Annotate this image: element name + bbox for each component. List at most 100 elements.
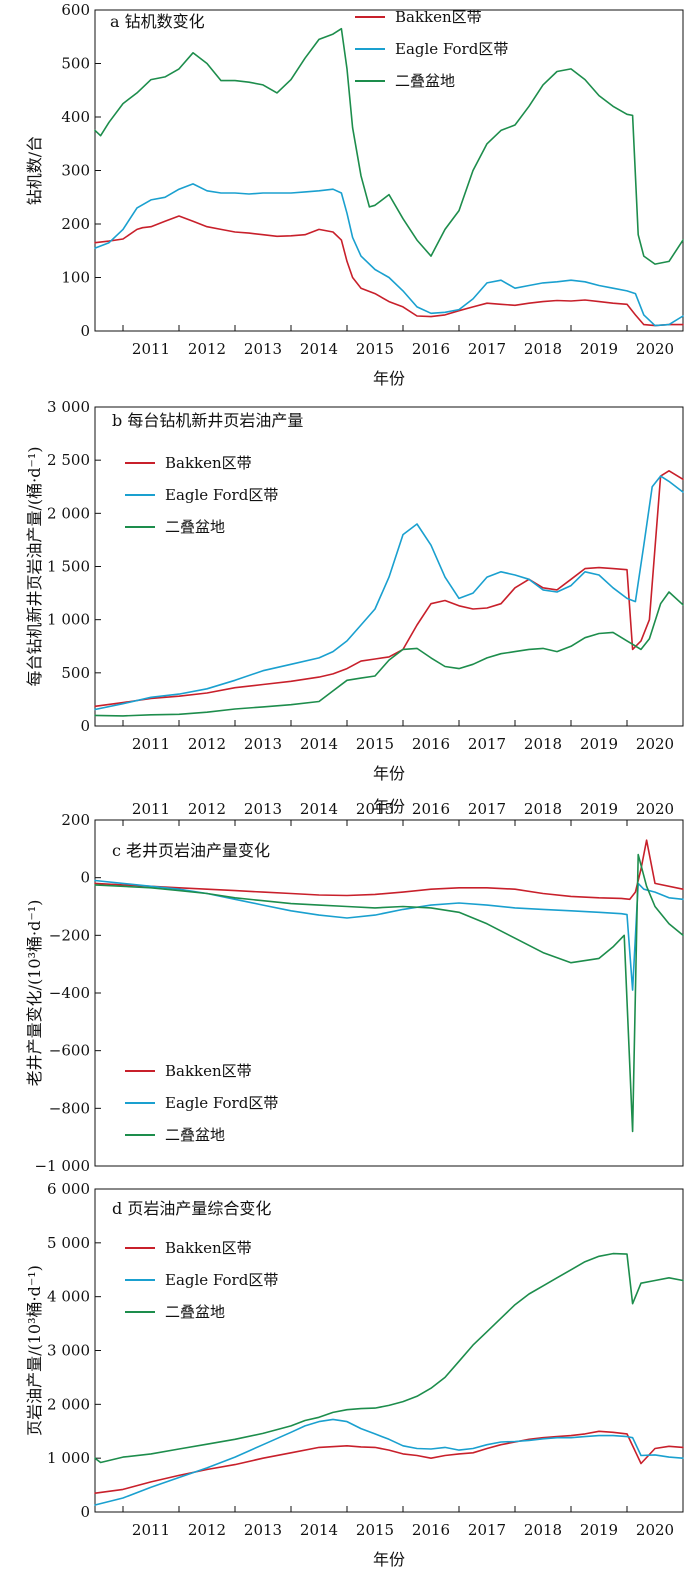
x-tick-label: 2012 [188, 735, 226, 753]
y-tick-label: 0 [80, 869, 90, 887]
x-tick-label: 2020 [636, 340, 674, 358]
panel-c: −1 000 −800 −600 −400 −200 0 200 2011 2012 2013 20… [25, 797, 684, 1175]
y-tick-label: 500 [61, 664, 90, 682]
series-line-eagle-ford [94, 1418, 684, 1506]
x-tick-label: 2019 [580, 340, 618, 358]
x-axis-title: 年份 [373, 797, 405, 816]
y-tick-label: 0 [80, 717, 90, 735]
legend-label-bakken: Bakken区带 [165, 454, 252, 472]
x-axis-title: 年份 [373, 764, 405, 783]
x-tick-label: 2013 [244, 735, 282, 753]
y-tick-label: −1 000 [34, 1157, 90, 1175]
plot-frame [94, 9, 684, 332]
y-tick-label: −800 [49, 1099, 90, 1117]
legend-label-eagle-ford: Eagle Ford区带 [165, 1271, 278, 1289]
panel-title: c 老井页岩油产量变化 [112, 841, 270, 860]
y-tick-label: 1 000 [47, 611, 90, 629]
panel-a: 0 100 200 300 400 500 600 2011 2012 2013 2014 2015 2… [25, 1, 684, 388]
x-tick-label: 2018 [524, 735, 562, 753]
y-tick-label: 200 [61, 215, 90, 233]
x-tick-label: 2019 [580, 1521, 618, 1539]
series-line-bakken [94, 469, 684, 708]
x-tick-label: 2014 [300, 340, 338, 358]
series-line-bakken [94, 839, 684, 901]
y-axis-title: 每台钻机新井页岩油产量/(桶·d⁻¹) [25, 446, 44, 686]
x-tick-label: 2016 [412, 735, 450, 753]
plot-frame [94, 819, 684, 1167]
x-tick-label: 2016 [412, 1521, 450, 1539]
series-line-bakken [94, 215, 684, 327]
legend-label-bakken: Bakken区带 [165, 1062, 252, 1080]
x-tick-label: 2017 [468, 800, 506, 818]
y-tick-label: 100 [61, 269, 90, 287]
x-tick-label: 2013 [244, 800, 282, 818]
x-tick-label: 2013 [244, 340, 282, 358]
series-line-permian [94, 591, 684, 717]
x-tick-label: 2014 [300, 1521, 338, 1539]
legend-label-permian: 二叠盆地 [395, 72, 455, 90]
x-tick-label: 2015 [356, 340, 394, 358]
y-tick-label: 3 000 [47, 398, 90, 416]
x-tick-label: 2017 [468, 735, 506, 753]
legend-label-bakken: Bakken区带 [395, 8, 482, 26]
y-tick-label: −400 [49, 984, 90, 1002]
series-line-permian [94, 1252, 684, 1464]
y-tick-label: 300 [61, 162, 90, 180]
panel-title: d 页岩油产量综合变化 [112, 1199, 271, 1218]
x-tick-label: 2020 [636, 735, 674, 753]
series-line-eagle-ford [94, 183, 684, 327]
y-tick-label: 400 [61, 108, 90, 126]
series-line-bakken [94, 1430, 684, 1494]
legend-label-eagle-ford: Eagle Ford区带 [165, 1094, 278, 1112]
legend-label-eagle-ford: Eagle Ford区带 [165, 486, 278, 504]
plot-frame [94, 1188, 684, 1513]
y-axis-title: 钻机数/台 [25, 136, 44, 205]
y-tick-label: 2 000 [47, 1395, 90, 1413]
panel-title: a 钻机数变化 [110, 12, 205, 31]
y-tick-label: 500 [61, 55, 90, 73]
x-tick-label: 2014 [300, 800, 338, 818]
y-tick-label: −600 [49, 1042, 90, 1060]
y-tick-label: 5 000 [47, 1234, 90, 1252]
y-tick-label: 1 000 [47, 1449, 90, 1467]
x-tick-label: 2020 [636, 1521, 674, 1539]
x-axis-title: 年份 [373, 1550, 405, 1569]
x-tick-label: 2011 [132, 340, 170, 358]
panel-d: 0 1 000 2 000 3 000 4 000 5 000 6 000 2011 2012 2… [25, 1180, 684, 1569]
x-tick-label: 2011 [132, 800, 170, 818]
x-tick-label: 2019 [580, 800, 618, 818]
y-tick-label: 4 000 [47, 1288, 90, 1306]
x-tick-label: 2011 [132, 1521, 170, 1539]
x-tick-label: 2018 [524, 340, 562, 358]
y-tick-label: 6 000 [47, 1180, 90, 1198]
x-tick-label: 2014 [300, 735, 338, 753]
y-tick-label: 600 [61, 1, 90, 19]
x-tick-label: 2020 [636, 800, 674, 818]
legend-label-permian: 二叠盆地 [165, 1303, 225, 1321]
y-tick-label: 2 000 [47, 504, 90, 522]
x-tick-label: 2018 [524, 800, 562, 818]
y-tick-label: 1 500 [47, 558, 90, 576]
legend-label-permian: 二叠盆地 [165, 518, 225, 536]
panel-title: b 每台钻机新井页岩油产量 [112, 411, 303, 430]
x-tick-label: 2015 [356, 1521, 394, 1539]
y-tick-label: 200 [61, 811, 90, 829]
series-line-permian [94, 853, 684, 1133]
x-tick-label: 2015 [356, 800, 394, 818]
x-tick-label: 2017 [468, 1521, 506, 1539]
x-tick-label: 2016 [412, 340, 450, 358]
x-tick-label: 2016 [412, 800, 450, 818]
y-tick-label: 3 000 [47, 1342, 90, 1360]
y-axis-title: 老井产量变化/(10³桶·d⁻¹) [25, 900, 44, 1087]
x-tick-label: 2012 [188, 1521, 226, 1539]
legend-label-eagle-ford: Eagle Ford区带 [395, 40, 508, 58]
y-tick-label: −200 [49, 926, 90, 944]
series-line-permian [94, 27, 684, 265]
y-tick-label: 0 [80, 322, 90, 340]
x-tick-label: 2018 [524, 1521, 562, 1539]
x-axis-title: 年份 [373, 369, 405, 388]
panel-b: 0 500 1 000 1 500 2 000 2 500 3 000 2011 2012 201… [25, 398, 684, 783]
y-tick-label: 0 [80, 1503, 90, 1521]
x-tick-label: 2013 [244, 1521, 282, 1539]
